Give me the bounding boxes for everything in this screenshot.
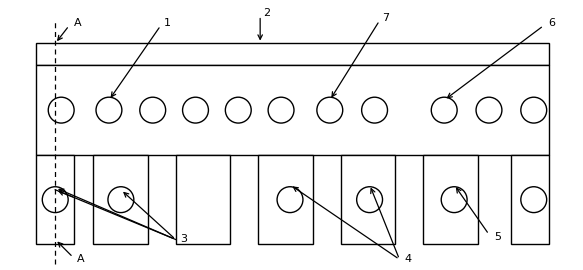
Text: 3: 3 <box>181 234 188 244</box>
Text: 2: 2 <box>263 8 271 18</box>
Text: A: A <box>77 254 85 264</box>
Bar <box>93 155 147 244</box>
Text: 6: 6 <box>549 18 556 28</box>
Bar <box>36 155 74 244</box>
Text: 4: 4 <box>405 254 412 264</box>
Text: 5: 5 <box>494 232 501 242</box>
Bar <box>258 155 313 244</box>
Bar <box>36 43 549 65</box>
Text: 1: 1 <box>164 18 171 28</box>
Text: 7: 7 <box>382 13 389 23</box>
Bar <box>423 155 478 244</box>
Bar <box>36 65 549 155</box>
Bar <box>511 155 549 244</box>
Bar <box>340 155 395 244</box>
Bar <box>175 155 230 244</box>
Text: A: A <box>74 18 82 28</box>
